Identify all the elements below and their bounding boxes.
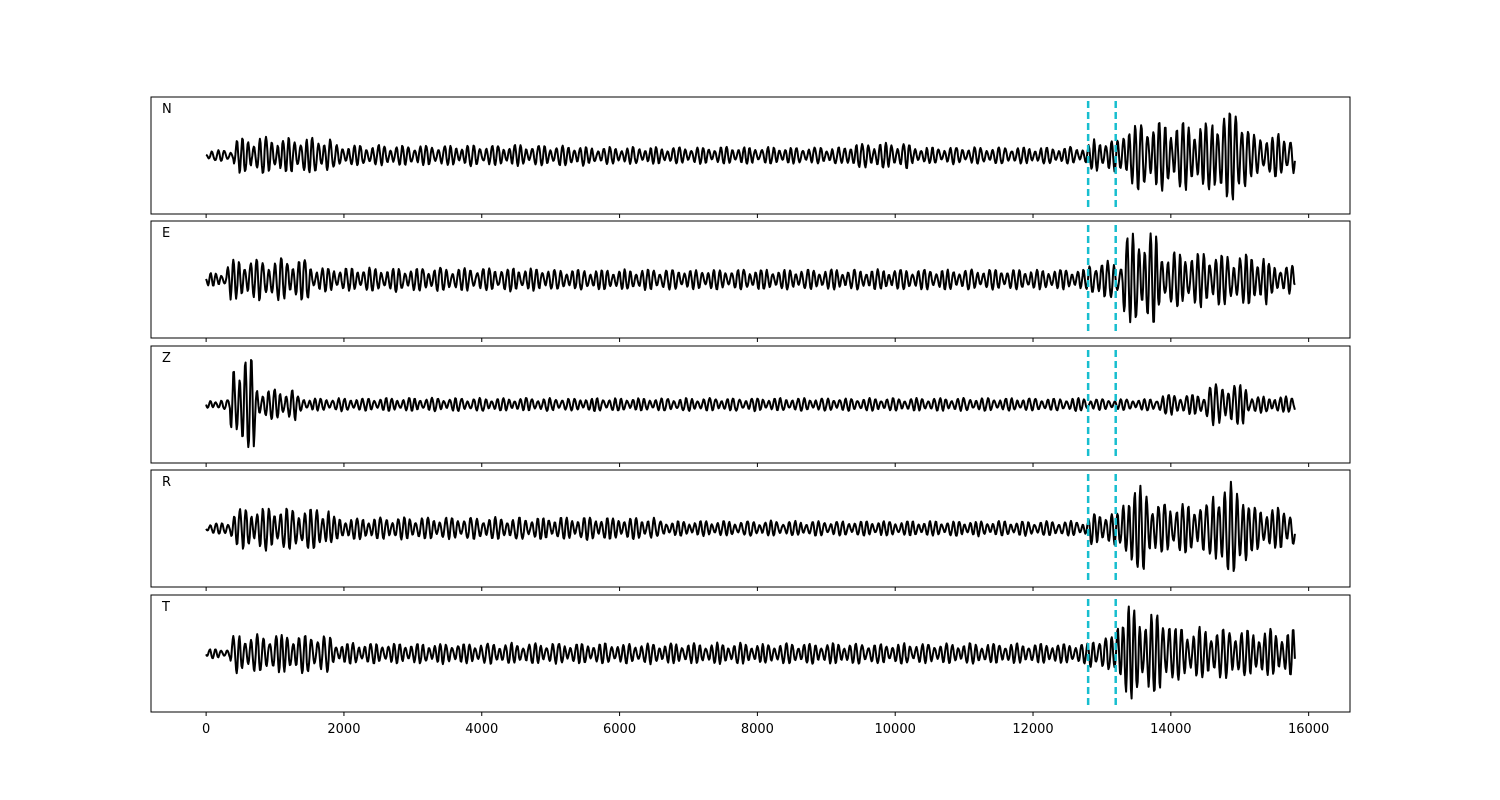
channel-label: R: [162, 475, 171, 490]
panel-frame: [150, 594, 1351, 713]
x-tick-label: 6000: [603, 722, 636, 737]
x-tick-label: 8000: [741, 722, 774, 737]
panel-e: E: [150, 220, 1351, 342]
panel-frame: [150, 96, 1351, 215]
panel-n: N: [150, 96, 1351, 218]
panel-r: R: [150, 469, 1351, 591]
trace-t: [205, 605, 1296, 700]
panels-group: N E Z R T: [150, 96, 1351, 716]
channel-label: Z: [162, 351, 171, 366]
x-axis: 0 2000 4000 6000 8000 10000 12000 14000 16000: [202, 722, 1329, 737]
x-tick-label: 0: [202, 722, 210, 737]
x-tick-label: 14000: [1150, 722, 1191, 737]
trace-e: [205, 232, 1296, 324]
trace-r: [205, 480, 1296, 572]
x-tick-label: 12000: [1012, 722, 1053, 737]
x-tick-label: 2000: [327, 722, 360, 737]
x-tick-label: 16000: [1288, 722, 1329, 737]
trace-n: [205, 112, 1296, 201]
panel-frame: [150, 469, 1351, 588]
x-tick-label: 4000: [465, 722, 498, 737]
panel-t: T: [150, 594, 1351, 716]
trace-z: [205, 359, 1296, 449]
channel-label: N: [162, 102, 172, 117]
panel-frame: [150, 345, 1351, 464]
channel-label: T: [161, 600, 170, 615]
x-tick-label: 10000: [875, 722, 916, 737]
channel-label: E: [162, 226, 170, 241]
panel-z: Z: [150, 345, 1351, 467]
panel-frame: [150, 220, 1351, 339]
